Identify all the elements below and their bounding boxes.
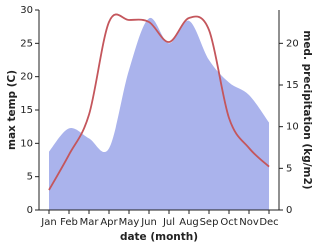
x-tick-label: Feb <box>60 217 78 228</box>
x-tick-label: May <box>119 217 140 228</box>
precipitation-area <box>49 17 269 210</box>
x-tick-label: Jul <box>162 217 175 228</box>
y2-tick-label: 10 <box>286 122 299 133</box>
x-tick-label: Nov <box>239 217 259 228</box>
x-tick-label: Mar <box>80 217 100 228</box>
x-tick-label: Oct <box>220 217 237 228</box>
x-tick-label: Apr <box>100 217 118 228</box>
y2-tick-label: 20 <box>286 38 299 49</box>
y2-tick-label: 5 <box>286 163 292 174</box>
x-tick-label: Aug <box>179 217 199 228</box>
y-tick-label: 0 <box>27 205 33 216</box>
y2-tick-label: 15 <box>286 80 299 91</box>
y-tick-label: 20 <box>20 72 33 83</box>
y-axis-title: max temp (C) <box>6 70 18 150</box>
y-tick-label: 10 <box>20 138 33 149</box>
y-tick-label: 25 <box>20 38 33 49</box>
x-tick-label: Jan <box>40 217 56 228</box>
y-tick-label: 5 <box>27 172 33 183</box>
x-axis-title: date (month) <box>120 231 198 243</box>
y2-tick-label: 0 <box>286 205 292 216</box>
x-tick-label: Jun <box>140 217 157 228</box>
y-tick-label: 30 <box>20 5 33 16</box>
y-tick-label: 15 <box>20 105 33 116</box>
x-tick-label: Dec <box>259 217 278 228</box>
y2-axis-title: med. precipitation (kg/m2) <box>301 30 313 189</box>
x-tick-label: Sep <box>200 217 219 228</box>
temp-line <box>48 13 270 191</box>
